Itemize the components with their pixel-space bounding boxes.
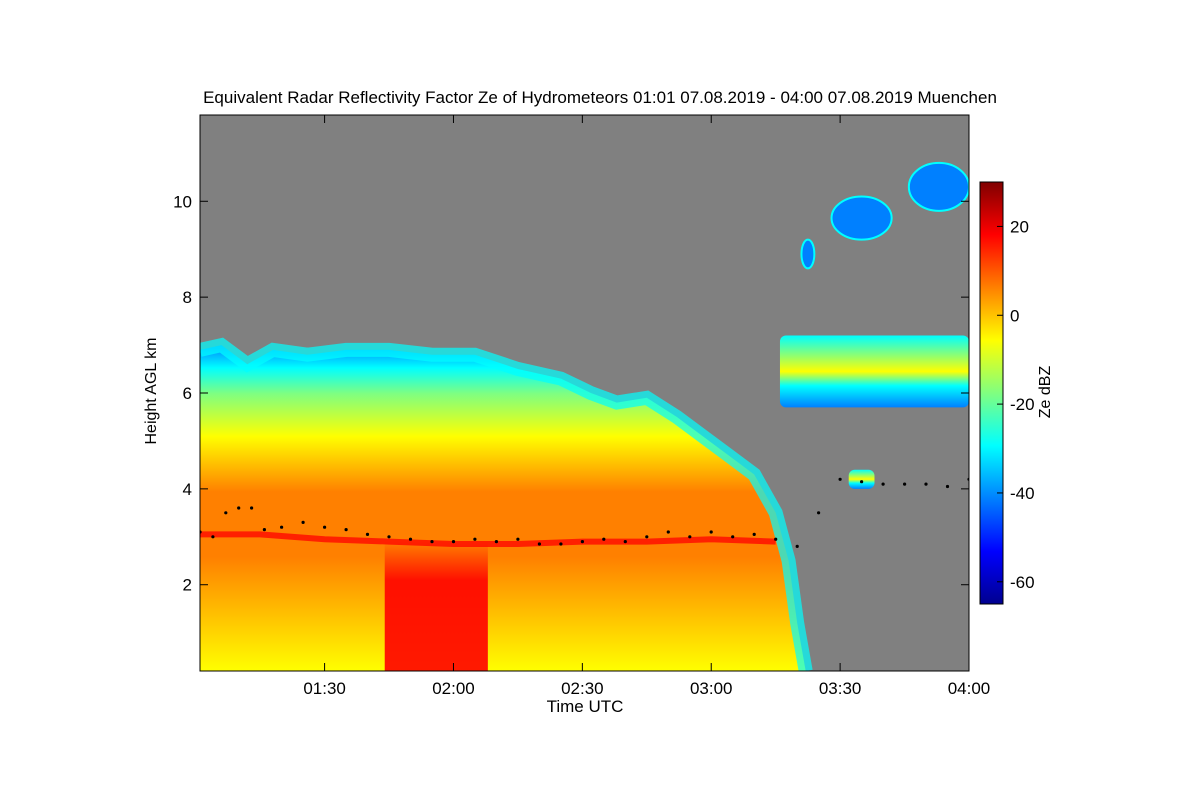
colorbar-tick-label: 20 (1010, 217, 1029, 236)
x-tick-label: 01:30 (303, 679, 346, 698)
cloud-base-point (559, 542, 563, 546)
cloud-base-point (250, 506, 254, 510)
cloud-base-point (516, 537, 520, 541)
upper-layer-1 (848, 469, 875, 489)
cloud-base-point (494, 540, 498, 544)
cloud-base-point (924, 482, 928, 486)
y-tick-label: 2 (183, 576, 192, 595)
cloud-base-point (237, 506, 241, 510)
cloud-base-point (645, 535, 649, 539)
cloud-base-point (688, 535, 692, 539)
cloud-base-point (365, 532, 370, 537)
cloud-base-point (451, 540, 456, 544)
cloud-base-point (838, 477, 842, 481)
cirrus-patch-2 (907, 161, 969, 212)
colorbar-tick-label: -20 (1010, 395, 1035, 414)
cloud-edge-fringe (200, 337, 813, 671)
cloud-base-point (817, 511, 821, 515)
x-tick-label: 02:30 (561, 679, 604, 698)
precipitation-shaft (384, 541, 488, 671)
cloud-base-point (623, 540, 627, 544)
cloud-base-point (262, 528, 266, 532)
cloud-base-point (666, 530, 670, 534)
colorbar-tick-label: -40 (1010, 484, 1035, 503)
cloud-base-point (709, 530, 713, 534)
cloud-base-point (602, 537, 606, 541)
colorbar-tick-label: -60 (1010, 573, 1035, 592)
cloud-base-point (323, 525, 327, 529)
x-axis-label: Time UTC (546, 697, 624, 716)
cloud-base-point (945, 484, 950, 489)
cloud-base-point (903, 482, 907, 486)
cloud-base-point (430, 540, 434, 544)
x-tick-label: 02:00 (432, 679, 475, 698)
cloud-base-point (473, 537, 477, 541)
cloud-base-point (731, 535, 735, 539)
cloud-base-point (774, 537, 778, 541)
melting-layer-band (200, 531, 776, 547)
y-axis-label: Height AGL km (143, 337, 160, 445)
cloud-base-point (280, 525, 284, 529)
y-tick-label: 8 (183, 288, 192, 307)
cloud-base-point (408, 537, 413, 541)
cloud-system-area (200, 345, 806, 671)
colorbar (979, 181, 1004, 605)
cloud-base-point (580, 540, 585, 544)
cloud-base-point (387, 535, 391, 539)
cirrus-patch-1 (830, 195, 893, 241)
chart-title: Equivalent Radar Reflectivity Factor Ze … (203, 88, 997, 107)
x-tick-label: 03:00 (690, 679, 733, 698)
cloud-base-point (224, 511, 228, 515)
y-tick-label: 10 (173, 192, 192, 211)
cloud-base-point (881, 482, 885, 486)
y-tick-label: 4 (183, 480, 192, 499)
upper-layer-0 (779, 335, 969, 408)
x-tick-label: 03:30 (819, 679, 862, 698)
cloud-base-point (537, 542, 542, 546)
cloud-base-point (344, 528, 348, 532)
cloud-base-point (211, 535, 215, 539)
cloud-base-point (301, 520, 305, 525)
cloud-base-point (752, 532, 756, 537)
cirrus-patch-0 (800, 238, 816, 270)
colorbar-tick-label: 0 (1010, 306, 1019, 325)
cloud-base-point (795, 544, 799, 549)
cloud-base-point (860, 480, 864, 484)
y-tick-label: 6 (183, 384, 192, 403)
x-tick-label: 04:00 (948, 679, 991, 698)
colorbar-label: Ze dBZ (1037, 365, 1054, 419)
